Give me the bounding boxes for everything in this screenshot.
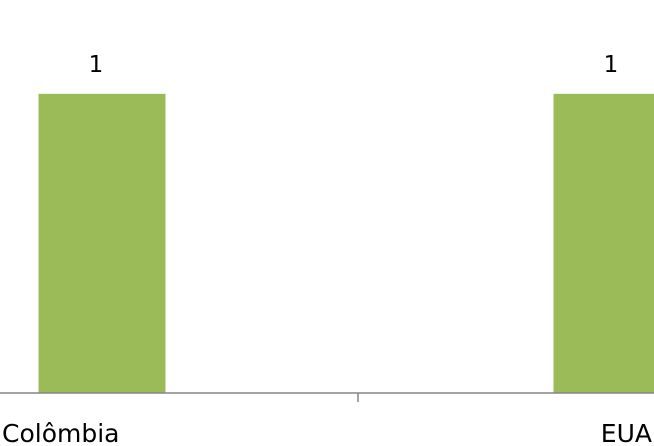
bar-1 [553, 93, 654, 393]
labels-layer: 1 Colômbia 1 EUA [2, 52, 652, 446]
x-tick-label-1: EUA [601, 419, 652, 446]
data-label-0: 1 [89, 52, 104, 78]
bars-layer [38, 93, 654, 393]
x-tick-label-0: Colômbia [2, 419, 119, 446]
bar-0 [38, 93, 166, 393]
data-label-1: 1 [604, 52, 619, 78]
